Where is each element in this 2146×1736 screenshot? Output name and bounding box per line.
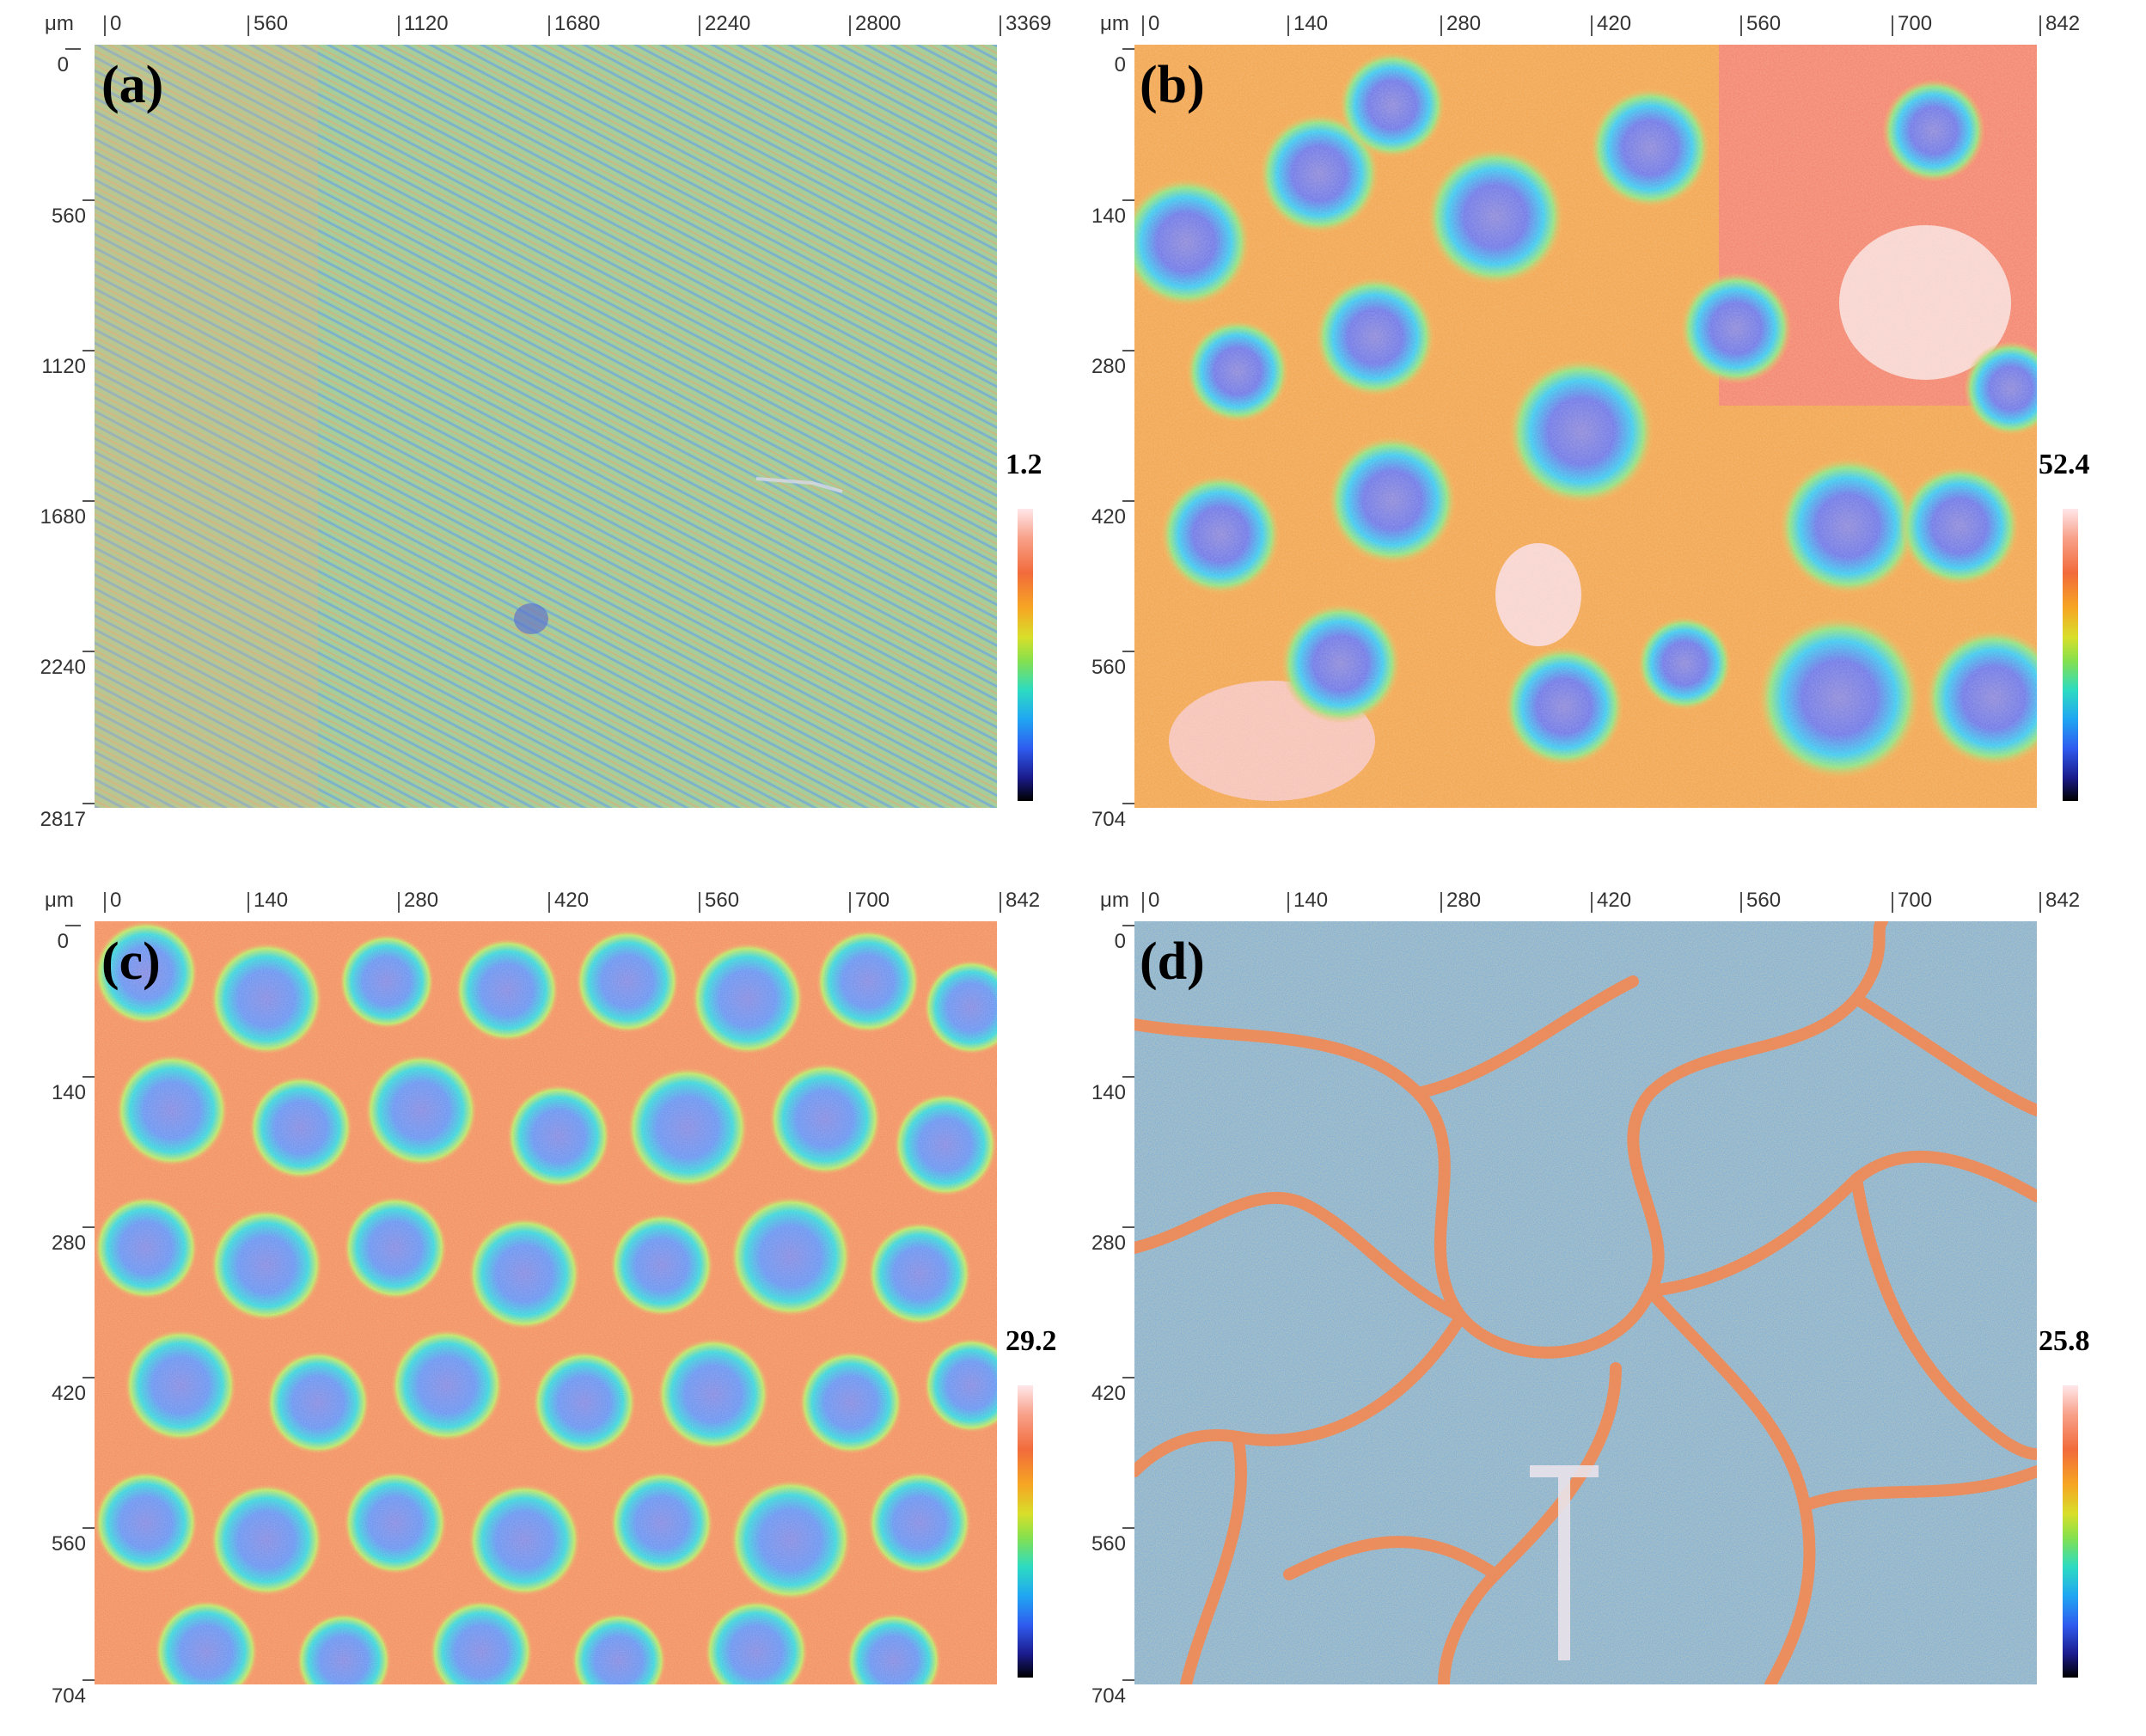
panel-label: (c)	[101, 932, 161, 991]
surface-height-map	[95, 921, 997, 1684]
y-tick-label: 420	[1066, 1377, 1138, 1406]
surface-height-map	[1134, 45, 2037, 808]
x-tick-label: 2800	[848, 12, 902, 36]
y-tick-label: 140	[1066, 1076, 1138, 1105]
y-tick-label: 280	[26, 1226, 98, 1256]
panel-b: μm 0 140 280 420 560 700 842 0 140 280 4…	[1074, 0, 2140, 859]
y-tick-label: 1120	[26, 350, 98, 379]
y-tick-label: 0	[1066, 925, 1138, 954]
y-tick-label: 2817	[26, 803, 98, 832]
colorbar-max-label: 52.4	[2039, 449, 2090, 480]
x-axis-unit: μm	[45, 12, 74, 35]
x-tick-label: 280	[1440, 889, 1482, 913]
colorbar-max-label: 29.2	[1006, 1325, 1057, 1357]
panel-a: μm 0 560 1120 1680 2240 2800 3369 0 560 …	[0, 0, 1066, 859]
x-tick-label: 140	[1287, 12, 1329, 36]
height-map-image	[1134, 921, 2037, 1684]
panel-label: (a)	[101, 56, 164, 114]
colorbar	[2063, 509, 2078, 801]
y-tick-label: 560	[1066, 1527, 1138, 1556]
y-tick-label: 1680	[26, 500, 98, 529]
x-tick-label: 420	[547, 889, 590, 913]
height-map-image	[95, 45, 997, 808]
colorbar	[1018, 509, 1033, 801]
x-tick-label: 0	[1141, 889, 1160, 913]
y-tick-label: 140	[26, 1076, 98, 1105]
y-tick-label: 560	[26, 199, 98, 229]
y-tick-label: 0	[9, 925, 81, 954]
y-tick-label: 0	[9, 48, 81, 77]
x-tick-label: 140	[247, 889, 289, 913]
x-axis-unit: μm	[1100, 12, 1129, 35]
x-tick-label: 280	[397, 889, 439, 913]
x-tick-label: 842	[999, 889, 1041, 913]
x-tick-label: 1120	[398, 12, 449, 36]
x-tick-label: 700	[848, 889, 890, 913]
x-tick-label: 280	[1440, 12, 1482, 36]
x-tick-label: 420	[1590, 889, 1632, 913]
colorbar	[2063, 1385, 2078, 1678]
x-tick-label: 560	[1739, 889, 1782, 913]
y-tick-label: 140	[1066, 199, 1138, 229]
panel-label: (d)	[1140, 932, 1205, 991]
x-tick-label: 1680	[547, 12, 601, 36]
x-tick-label: 2240	[698, 12, 751, 36]
surface-height-map	[1134, 921, 2037, 1684]
x-tick-label: 700	[1891, 889, 1933, 913]
height-map-image	[95, 921, 997, 1684]
x-tick-label: 700	[1891, 12, 1933, 36]
x-tick-label: 560	[1739, 12, 1782, 36]
x-tick-label: 842	[2039, 12, 2081, 36]
x-tick-label: 560	[247, 12, 289, 36]
x-tick-label: 842	[2039, 889, 2081, 913]
x-tick-label: 420	[1590, 12, 1632, 36]
y-tick-label: 560	[26, 1527, 98, 1556]
y-tick-label: 420	[1066, 500, 1138, 529]
y-tick-label: 704	[1066, 803, 1138, 832]
x-tick-label: 0	[103, 12, 122, 36]
colorbar	[1018, 1385, 1033, 1678]
height-map-image	[1134, 45, 2037, 808]
y-tick-label: 2240	[26, 651, 98, 680]
panel-d: μm 0 140 280 420 560 700 842 0 140 280 4…	[1074, 877, 2140, 1736]
x-tick-label: 140	[1287, 889, 1329, 913]
panel-c: μm 0 140 280 420 560 700 842 0 140 280 4…	[0, 877, 1066, 1736]
colorbar-max-label: 1.2	[1006, 449, 1042, 480]
x-tick-label: 0	[1141, 12, 1160, 36]
y-tick-label: 560	[1066, 651, 1138, 680]
y-tick-label: 420	[26, 1377, 98, 1406]
y-tick-label: 704	[1066, 1679, 1138, 1708]
y-tick-label: 280	[1066, 350, 1138, 379]
surface-height-map	[95, 45, 997, 808]
y-tick-label: 280	[1066, 1226, 1138, 1256]
panel-label: (b)	[1140, 56, 1205, 114]
x-tick-label: 0	[103, 889, 122, 913]
y-tick-label: 704	[26, 1679, 98, 1708]
x-axis-unit: μm	[1100, 889, 1129, 912]
x-tick-label: 560	[698, 889, 740, 913]
colorbar-max-label: 25.8	[2039, 1325, 2090, 1357]
x-tick-label: 3369	[999, 12, 1052, 36]
x-axis-unit: μm	[45, 889, 74, 912]
y-tick-label: 0	[1066, 48, 1138, 77]
